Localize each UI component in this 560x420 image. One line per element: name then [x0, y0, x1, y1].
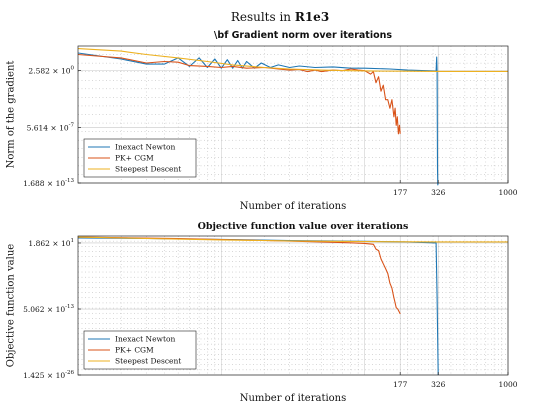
x-axis-label: Number of iterations: [240, 201, 347, 212]
x-tick-label: 1000: [498, 380, 517, 389]
series-group: [77, 48, 508, 186]
objective-value-panel: 177 326 1000 1.425 × 10-26 5.062 × 10-13 1.86…: [6, 221, 518, 404]
y-tick-label: 1.688 × 10-13: [23, 178, 74, 188]
figure-suptitle: Results in R1e3: [231, 10, 329, 24]
legend-entry-pk-cgm: PK+ CGM: [115, 346, 154, 355]
series-line-pk-cgm: [77, 53, 401, 135]
y-tick-label: 1.862 × 101: [28, 238, 74, 248]
legend-entry-steepest-descent: Steepest Descent: [115, 165, 181, 174]
y-tick-label: 1.425 × 10-26: [23, 370, 74, 380]
legend-entry-inexact-newton: Inexact Newton: [115, 143, 175, 152]
x-tick-label: 177: [393, 188, 408, 197]
y-tick-label: 5.614 × 10-7: [27, 122, 75, 132]
suptitle-bold: R1e3: [295, 10, 329, 24]
legend-entry-pk-cgm: PK+ CGM: [115, 154, 154, 163]
y-axis-label: Objective function value: [6, 244, 17, 367]
legend: Inexact Newton PK+ CGM Steepest Descent: [83, 138, 197, 178]
y-axis-label: Norm of the gradient: [6, 61, 17, 169]
gradient-norm-panel: 177 326 1000 1.688 × 10-13 5.614 × 10-7 2.582…: [6, 30, 518, 212]
legend-entry-steepest-descent: Steepest Descent: [115, 357, 181, 366]
x-tick-label: 1000: [498, 188, 517, 197]
axes-box: [77, 45, 509, 184]
panel-title: \bf Gradient norm over iterations: [214, 30, 392, 41]
axes-box: [77, 235, 509, 376]
legend-entry-inexact-newton: Inexact Newton: [115, 335, 175, 344]
series-line-pk-cgm: [77, 236, 401, 315]
series-line-steepest-descent: [77, 48, 508, 72]
legend: Inexact Newton PK+ CGM Steepest Descent: [83, 330, 197, 370]
series-line-steepest-descent: [77, 236, 508, 243]
panel-title: Objective function value over iterations: [198, 221, 409, 232]
x-axis-label: Number of iterations: [240, 393, 347, 404]
x-tick-label: 177: [393, 380, 408, 389]
y-tick-label: 2.582 × 100: [28, 66, 74, 76]
suptitle-prefix: Results in: [231, 10, 295, 24]
series-group: [77, 236, 508, 376]
x-tick-label: 326: [431, 188, 446, 197]
y-tick-label: 5.062 × 10-13: [23, 304, 74, 314]
x-tick-label: 326: [431, 380, 446, 389]
